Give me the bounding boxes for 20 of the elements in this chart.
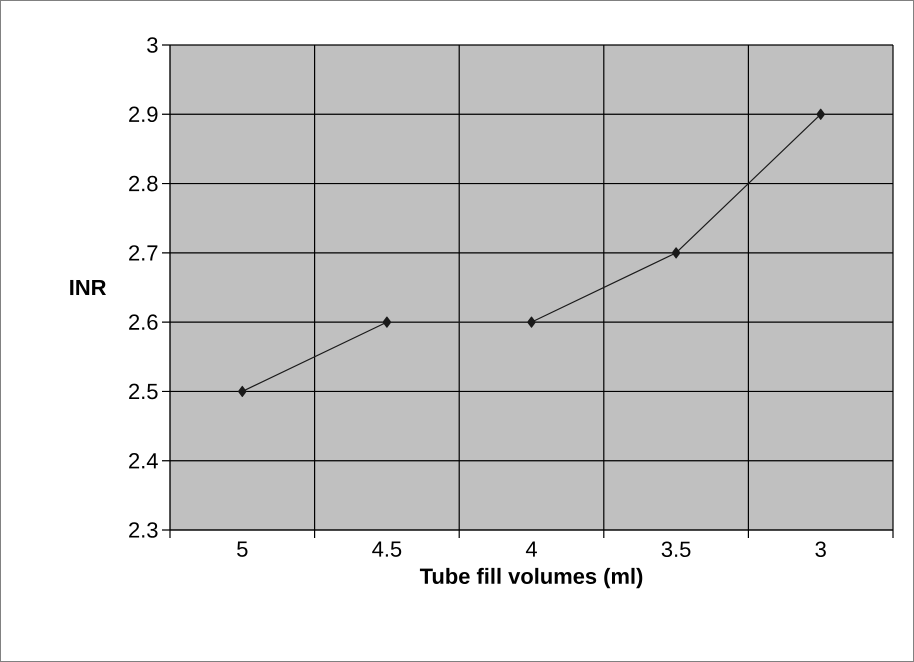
x-axis-title: Tube fill volumes (ml) xyxy=(420,568,642,588)
y-tick-label: 2.6 xyxy=(129,314,158,330)
point xyxy=(672,247,680,258)
x-tick-label: 3.5 xyxy=(662,542,690,558)
x-tick-label: 5 xyxy=(237,542,248,557)
y-tick-label: 2.3 xyxy=(129,522,158,538)
x-tick-label: 4 xyxy=(526,542,537,557)
point xyxy=(382,316,392,328)
y-tick-label: 2.8 xyxy=(129,176,158,192)
point xyxy=(527,316,536,328)
x-tick-label: 3 xyxy=(815,542,826,558)
x-tick-label: 4.5 xyxy=(372,542,402,557)
y-tick-label: 2.7 xyxy=(129,245,158,261)
y-tick-label: 2.9 xyxy=(129,106,158,122)
y-tick-label: 2.4 xyxy=(129,453,158,468)
y-tick-label: 3 xyxy=(147,37,158,53)
y-tick-label: 2.5 xyxy=(129,384,158,400)
point xyxy=(816,108,826,120)
point xyxy=(238,386,247,398)
y-axis-title: INR xyxy=(70,280,106,296)
